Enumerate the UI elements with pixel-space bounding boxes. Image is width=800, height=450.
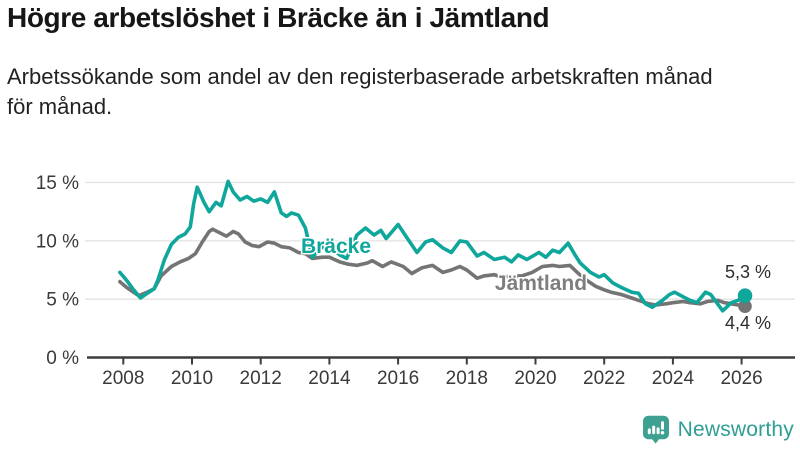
x-tick-label: 2020 [514, 368, 556, 389]
y-tick-label: 10 % [36, 231, 79, 252]
x-tick-label: 2008 [102, 368, 144, 389]
x-tick-label: 2022 [583, 368, 625, 389]
series-end-dot-bracke [737, 288, 753, 304]
x-tick-label: 2014 [308, 368, 351, 389]
page-title: Högre arbetslöshet i Bräcke än i Jämtlan… [7, 2, 550, 33]
x-tick-label: 2018 [446, 368, 488, 389]
x-tick-label: 2026 [720, 368, 762, 389]
y-tick-label: 15 % [36, 173, 79, 194]
y-tick-label: 0 % [46, 348, 79, 369]
x-tick-label: 2024 [652, 368, 695, 389]
series-line-bracke [118, 179, 747, 313]
x-tick-label: 2010 [171, 368, 213, 389]
x-tick-label: 2012 [240, 368, 282, 389]
newsworthy-wordmark: Newsworthy [677, 417, 794, 441]
end-value-label-bracke: 5,3 % [725, 262, 771, 282]
series-label-jamtland: Jämtland [495, 272, 587, 295]
footer-branding: Newsworthy [642, 415, 794, 444]
end-value-label-jamtland: 4,4 % [725, 313, 771, 333]
y-tick-label: 5 % [46, 290, 79, 311]
series-label-bracke: Bräcke [301, 235, 371, 258]
series-end-dot-jamtland [738, 299, 752, 314]
x-tick-label: 2016 [377, 368, 419, 389]
newsworthy-logo-icon [642, 415, 669, 444]
chart-subtitle: Arbetssökande som andel av den registerb… [7, 64, 713, 119]
